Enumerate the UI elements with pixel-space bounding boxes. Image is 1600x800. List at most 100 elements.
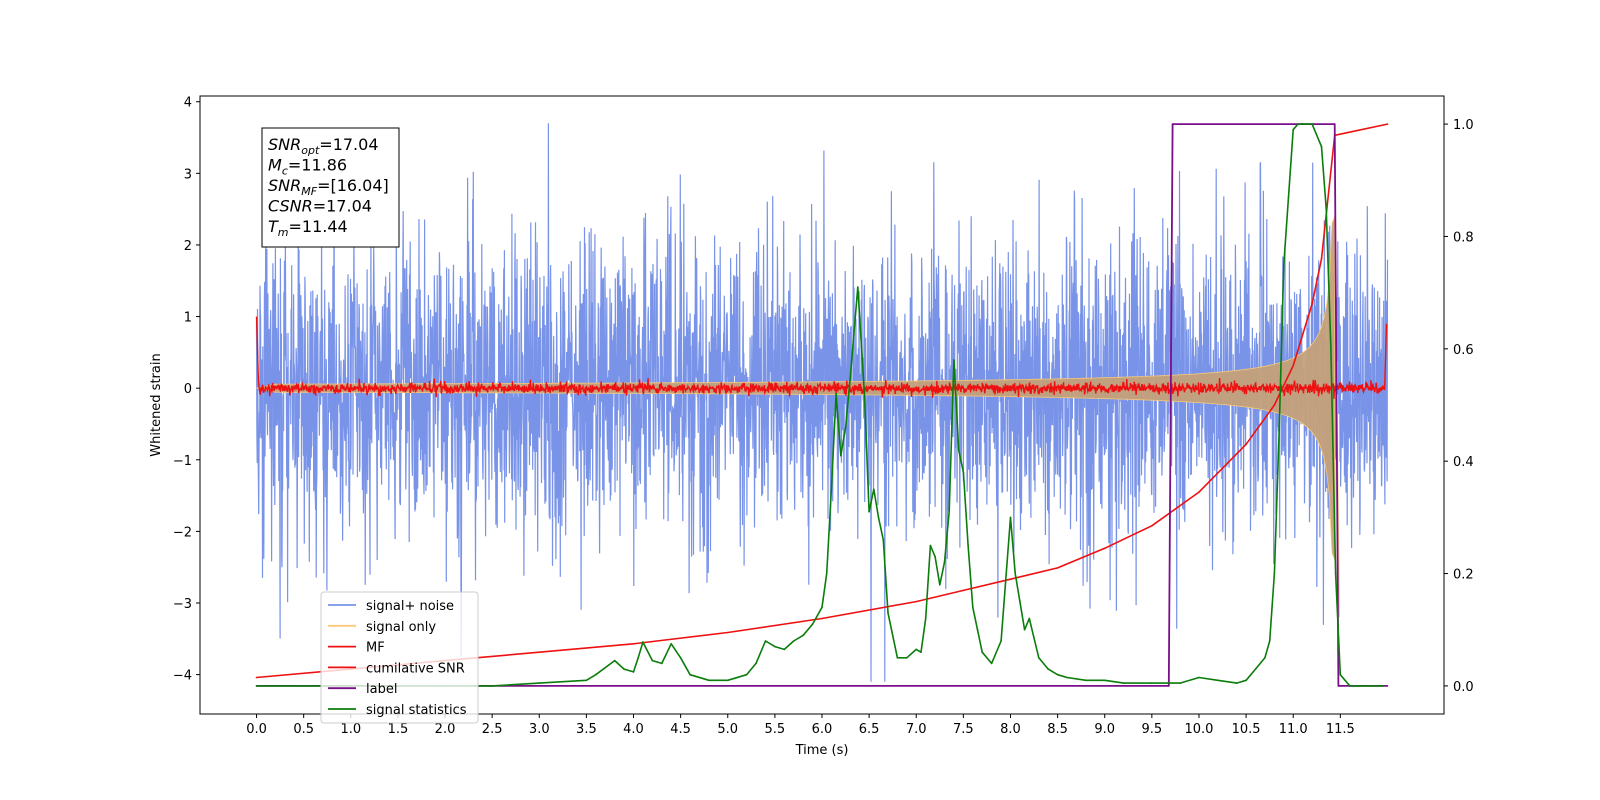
signal-statistics-line-point <box>967 544 969 547</box>
cumulative-snr-line-point <box>538 651 541 653</box>
x-tick-label: 6.5 <box>859 722 880 737</box>
signal-statistics-line-point <box>1009 516 1012 519</box>
signal-statistics-line-point <box>642 641 644 643</box>
signal-statistics-line-point <box>929 544 932 547</box>
y2-tick-label: 0.2 <box>1453 568 1474 583</box>
y-axis-right: 0.0 0.2 0.4 0.6 0.8 1.0 <box>1444 118 1474 695</box>
x-tick-label: 3.5 <box>576 722 597 737</box>
signal-statistics-line-point <box>302 685 305 687</box>
cumulative-snr-line-point <box>1151 525 1153 527</box>
signal-statistics-line-point <box>1085 679 1087 682</box>
info-box-line: SNRopt=17.04 <box>268 135 379 157</box>
x-tick-label: 0.0 <box>246 722 267 737</box>
cumulative-snr-line-point <box>1245 443 1247 446</box>
signal-statistics-line-point <box>651 659 654 662</box>
x-tick-label: 2.5 <box>482 722 503 737</box>
signal-statistics-line-point <box>491 685 494 687</box>
signal-statistics-line-point <box>957 449 960 451</box>
x-tick-label: 8.5 <box>1047 722 1068 737</box>
signal-statistics-line-point <box>835 393 837 395</box>
signal-statistics-line-point <box>821 606 823 609</box>
cumulative-snr-line-point <box>1292 364 1294 367</box>
x-tick-label: 6.0 <box>812 722 833 737</box>
cumulative-snr-line-point <box>1198 491 1200 493</box>
signal-statistics-line-point <box>1377 685 1379 687</box>
signal-statistics-line-point <box>755 662 757 665</box>
signal-statistics-line-point <box>1254 668 1257 670</box>
legend-entry-label: label <box>366 682 397 697</box>
x-tick-label: 8.0 <box>1000 722 1021 737</box>
y-axis-left: 4 3 2 1 0 −1 −2 −3 −4 <box>173 96 200 684</box>
signal-statistics-line-point <box>863 393 866 395</box>
y-tick-label: 4 <box>184 96 192 111</box>
y2-tick-label: 0.0 <box>1453 680 1474 695</box>
signal-statistics-line-point <box>934 555 936 558</box>
signal-statistics-line-point <box>915 648 917 651</box>
signal-statistics-line-point <box>943 561 946 564</box>
series-signal-statistics <box>255 123 1384 687</box>
signal-statistics-line-point <box>585 679 588 682</box>
signal-statistics-line-point <box>595 673 597 676</box>
signal-statistics-line-point <box>830 488 833 491</box>
x-tick-label: 1.5 <box>388 722 409 737</box>
signal-statistics-line-point <box>882 539 885 541</box>
cumulative-snr-line-point <box>915 600 917 603</box>
signal-statistics-line-point <box>538 682 541 684</box>
x-tick-label: 9.5 <box>1142 722 1163 737</box>
signal-statistics-line-point <box>1217 679 1219 682</box>
legend-entry-label: signal only <box>366 620 436 635</box>
cumulative-snr-line-point <box>1311 303 1313 305</box>
signal-statistics-line-point <box>840 454 842 457</box>
cumulative-snr-line-point <box>1056 567 1059 569</box>
label-line-point <box>1386 685 1389 687</box>
label-line-point <box>1171 123 1174 125</box>
signal-statistics-line-point <box>792 640 795 642</box>
y2-tick-label: 1.0 <box>1453 118 1474 133</box>
signal-statistics-line-point <box>1278 432 1280 434</box>
signal-statistics-line-point <box>1235 682 1238 684</box>
signal-statistics-line-point <box>1320 145 1323 148</box>
signal-statistics-line-point <box>825 572 828 575</box>
signal-statistics-line-point <box>849 376 852 378</box>
x-tick-label: 5.5 <box>765 722 786 737</box>
signal-statistics-line-point <box>623 668 625 670</box>
signal-statistics-line-point <box>906 657 908 659</box>
signal-statistics-line-point <box>1292 128 1294 131</box>
signal-statistics-line-point <box>844 426 847 429</box>
signal-statistics-line-point <box>1019 600 1021 603</box>
signal-statistics-line-point <box>873 488 875 491</box>
cumulative-snr-line-point <box>255 676 258 679</box>
signal-statistics-line-point <box>708 679 710 682</box>
signal-statistics-line-point <box>953 359 955 361</box>
signal-statistics-line-point <box>1028 617 1031 620</box>
label-line-point <box>1337 685 1340 687</box>
cumulative-snr-line-point <box>1103 547 1106 550</box>
signal-statistics-line-point <box>1325 207 1327 210</box>
series-mf <box>255 316 1388 399</box>
signal-statistics-line-point <box>1330 348 1332 350</box>
x-tick-label: 10.5 <box>1232 722 1261 737</box>
x-tick-label: 4.5 <box>670 722 691 737</box>
signal-statistics-line-point <box>981 651 983 653</box>
x-tick-label: 11.0 <box>1279 722 1308 737</box>
x-tick-label: 7.0 <box>906 722 927 737</box>
mf-line <box>255 316 1388 399</box>
signal-statistics-line-point <box>868 510 870 513</box>
legend-entry-label: signal+ noise <box>366 599 454 614</box>
label-line-point <box>1333 123 1336 125</box>
y-axis-label: Whitened strain <box>149 353 164 456</box>
x-tick-label: 1.0 <box>340 722 361 737</box>
y-tick-label: 3 <box>184 167 192 182</box>
signal-statistics-line-point <box>1038 657 1040 659</box>
y-tick-label: 2 <box>184 239 192 254</box>
signal-statistics-line-point <box>1000 640 1002 642</box>
signal-statistics-line-point <box>939 584 941 586</box>
label-line <box>256 123 1388 687</box>
x-axis: 0.0 0.5 1.0 1.5 2.0 2.5 3.0 3.5 4.0 4.5 5.0 5.5 6.0 6… <box>246 714 1355 737</box>
signal-statistics-line-point <box>887 612 889 614</box>
info-box-line: CSNR=17.04 <box>268 197 372 216</box>
info-box-line: Tm=11.44 <box>268 217 348 239</box>
y2-tick-label: 0.6 <box>1453 343 1474 358</box>
signal-statistics-line-point <box>745 673 748 676</box>
